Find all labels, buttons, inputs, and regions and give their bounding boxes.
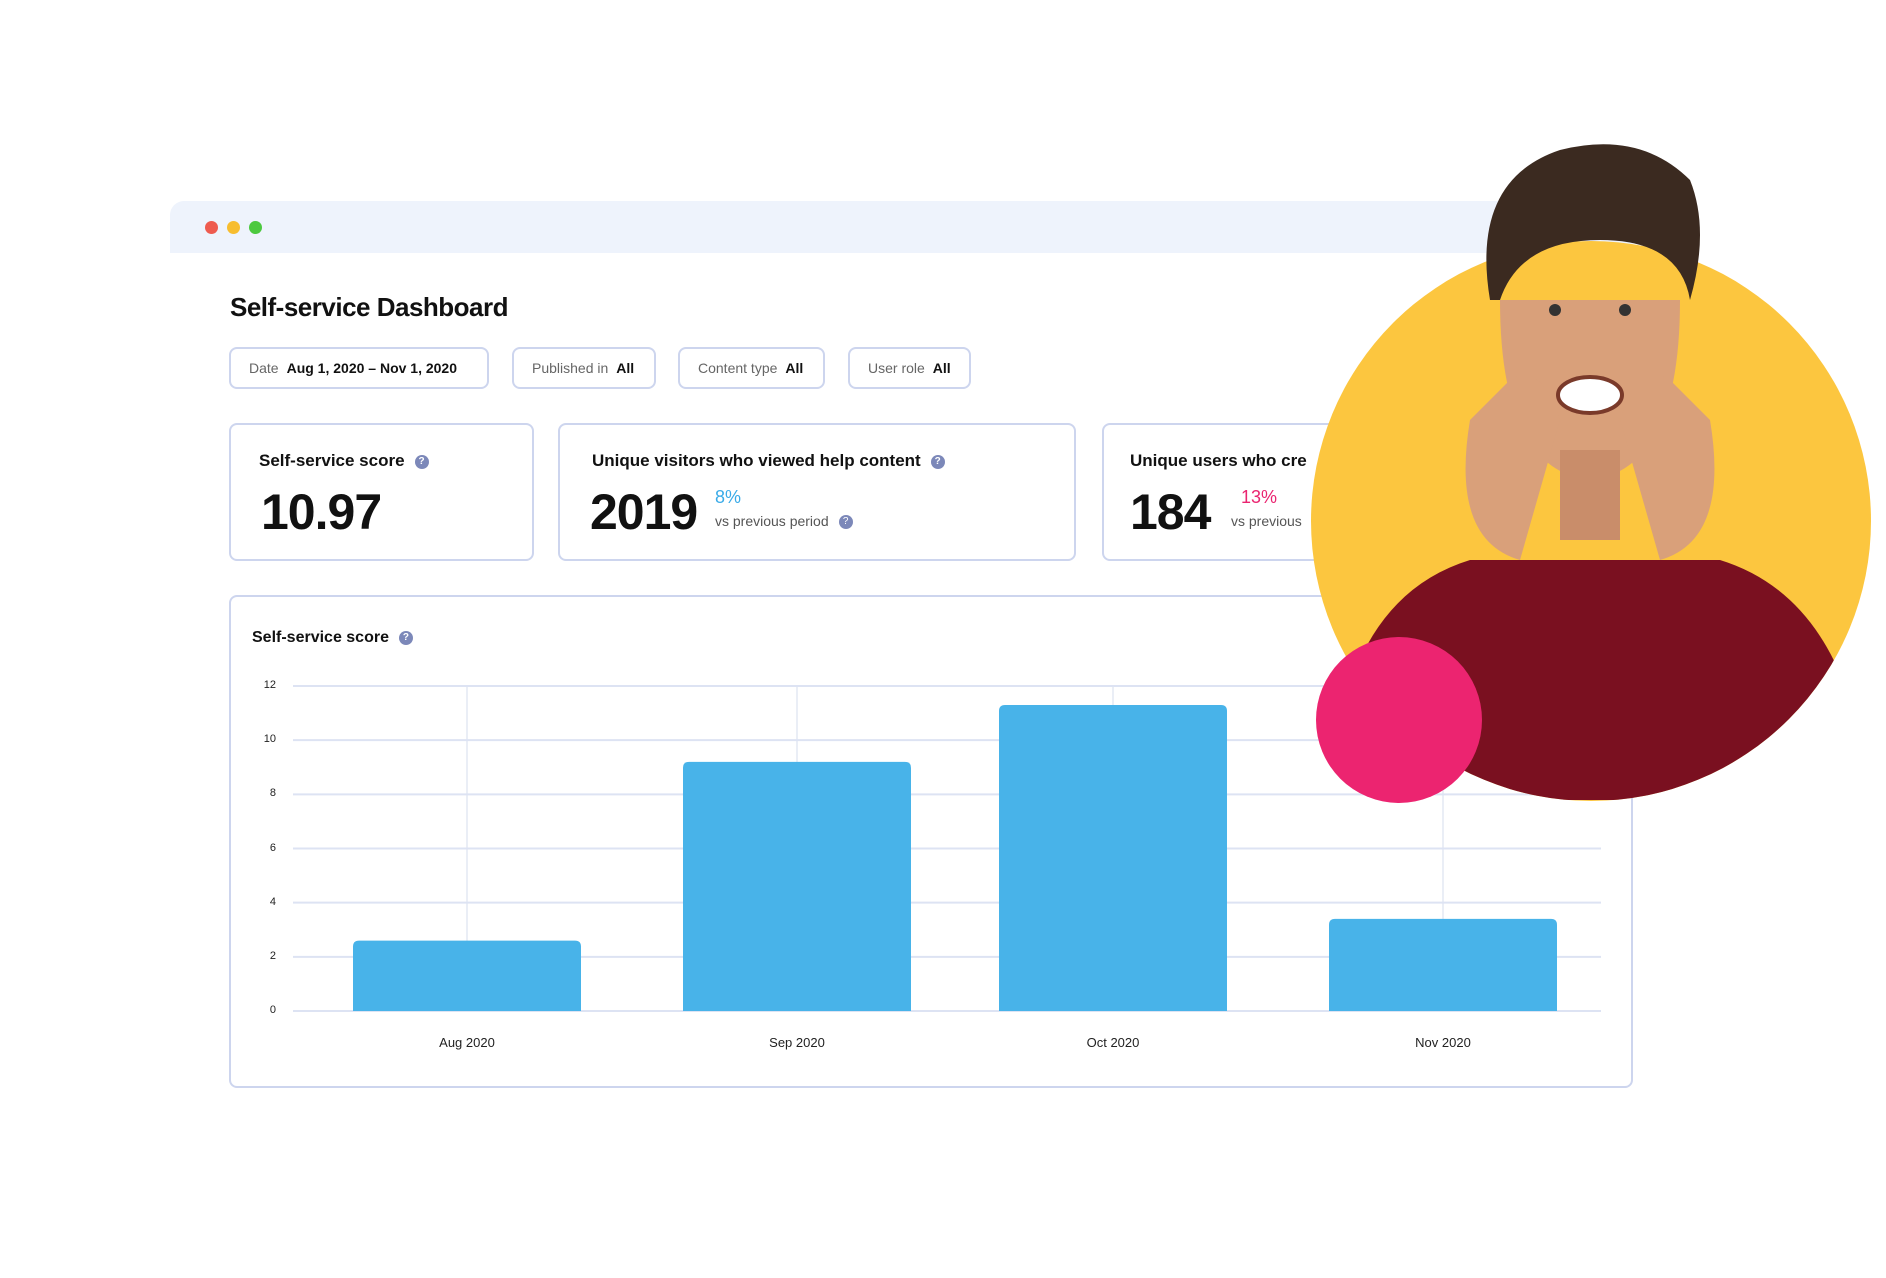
y-tick-label: 6 — [269, 841, 276, 854]
bar-aug-2020[interactable] — [353, 940, 581, 1011]
help-icon[interactable]: ? — [414, 454, 429, 469]
pink-circle — [1316, 637, 1482, 803]
filter-content-type[interactable]: Content type All — [678, 347, 825, 389]
kpi-change: 13% — [1241, 487, 1278, 507]
filter-date[interactable]: Date Aug 1, 2020 – Nov 1, 2020 — [229, 347, 489, 389]
bar-oct-2020[interactable] — [999, 704, 1227, 1011]
bar-sep-2020[interactable] — [683, 761, 911, 1011]
filter-label: Date — [249, 360, 279, 376]
filter-label: Published in — [532, 360, 609, 376]
minimize-window-dot[interactable] — [227, 221, 240, 234]
filter-value: All — [785, 360, 804, 376]
bar-nov-2020[interactable] — [1329, 918, 1557, 1011]
filter-value: All — [932, 360, 951, 376]
x-tick-label: Nov 2020 — [1415, 1035, 1471, 1050]
page-title: Self-service Dashboard — [230, 292, 509, 322]
help-icon[interactable]: ? — [930, 454, 945, 469]
kpi-title: Self-service score — [259, 451, 405, 470]
close-window-dot[interactable] — [205, 221, 218, 234]
kpi-comparison: vs previous — [1231, 513, 1302, 529]
x-tick-label: Sep 2020 — [769, 1035, 825, 1050]
y-tick-label: 10 — [263, 733, 276, 746]
kpi-value: 10.97 — [261, 484, 382, 540]
x-tick-label: Aug 2020 — [439, 1035, 495, 1050]
kpi-title: Unique users who cre — [1130, 451, 1307, 470]
kpi-change: 8% — [715, 487, 742, 507]
filter-value: Aug 1, 2020 – Nov 1, 2020 — [286, 360, 458, 376]
x-tick-label: Oct 2020 — [1086, 1035, 1140, 1050]
kpi-card-self-service-score: Self-service score? 10.97 — [229, 423, 534, 561]
help-icon[interactable]: ? — [838, 515, 853, 530]
kpi-title: Unique visitors who viewed help content — [592, 451, 921, 470]
kpi-card-unique-visitors: Unique visitors who viewed help content?… — [558, 423, 1076, 561]
browser-window-bar — [170, 201, 1633, 253]
y-tick-label: 0 — [269, 1004, 276, 1016]
filter-value: All — [616, 360, 635, 376]
y-tick-label: 12 — [263, 679, 276, 691]
filter-user-role[interactable]: User role All — [848, 347, 971, 389]
y-tick-label: 8 — [269, 787, 276, 800]
chart-title: Self-service score — [252, 629, 389, 646]
kpi-value: 184 — [1130, 484, 1211, 540]
filter-label: User role — [868, 360, 925, 376]
filter-published-in[interactable]: Published in All — [512, 347, 656, 389]
kpi-value: 2019 — [590, 484, 698, 540]
filter-label: Content type — [698, 360, 778, 376]
help-icon[interactable]: ? — [398, 630, 413, 645]
maximize-window-dot[interactable] — [249, 221, 262, 234]
y-tick-label: 4 — [269, 895, 276, 908]
kpi-comparison: vs previous period — [715, 513, 829, 529]
y-tick-label: 2 — [269, 949, 276, 962]
